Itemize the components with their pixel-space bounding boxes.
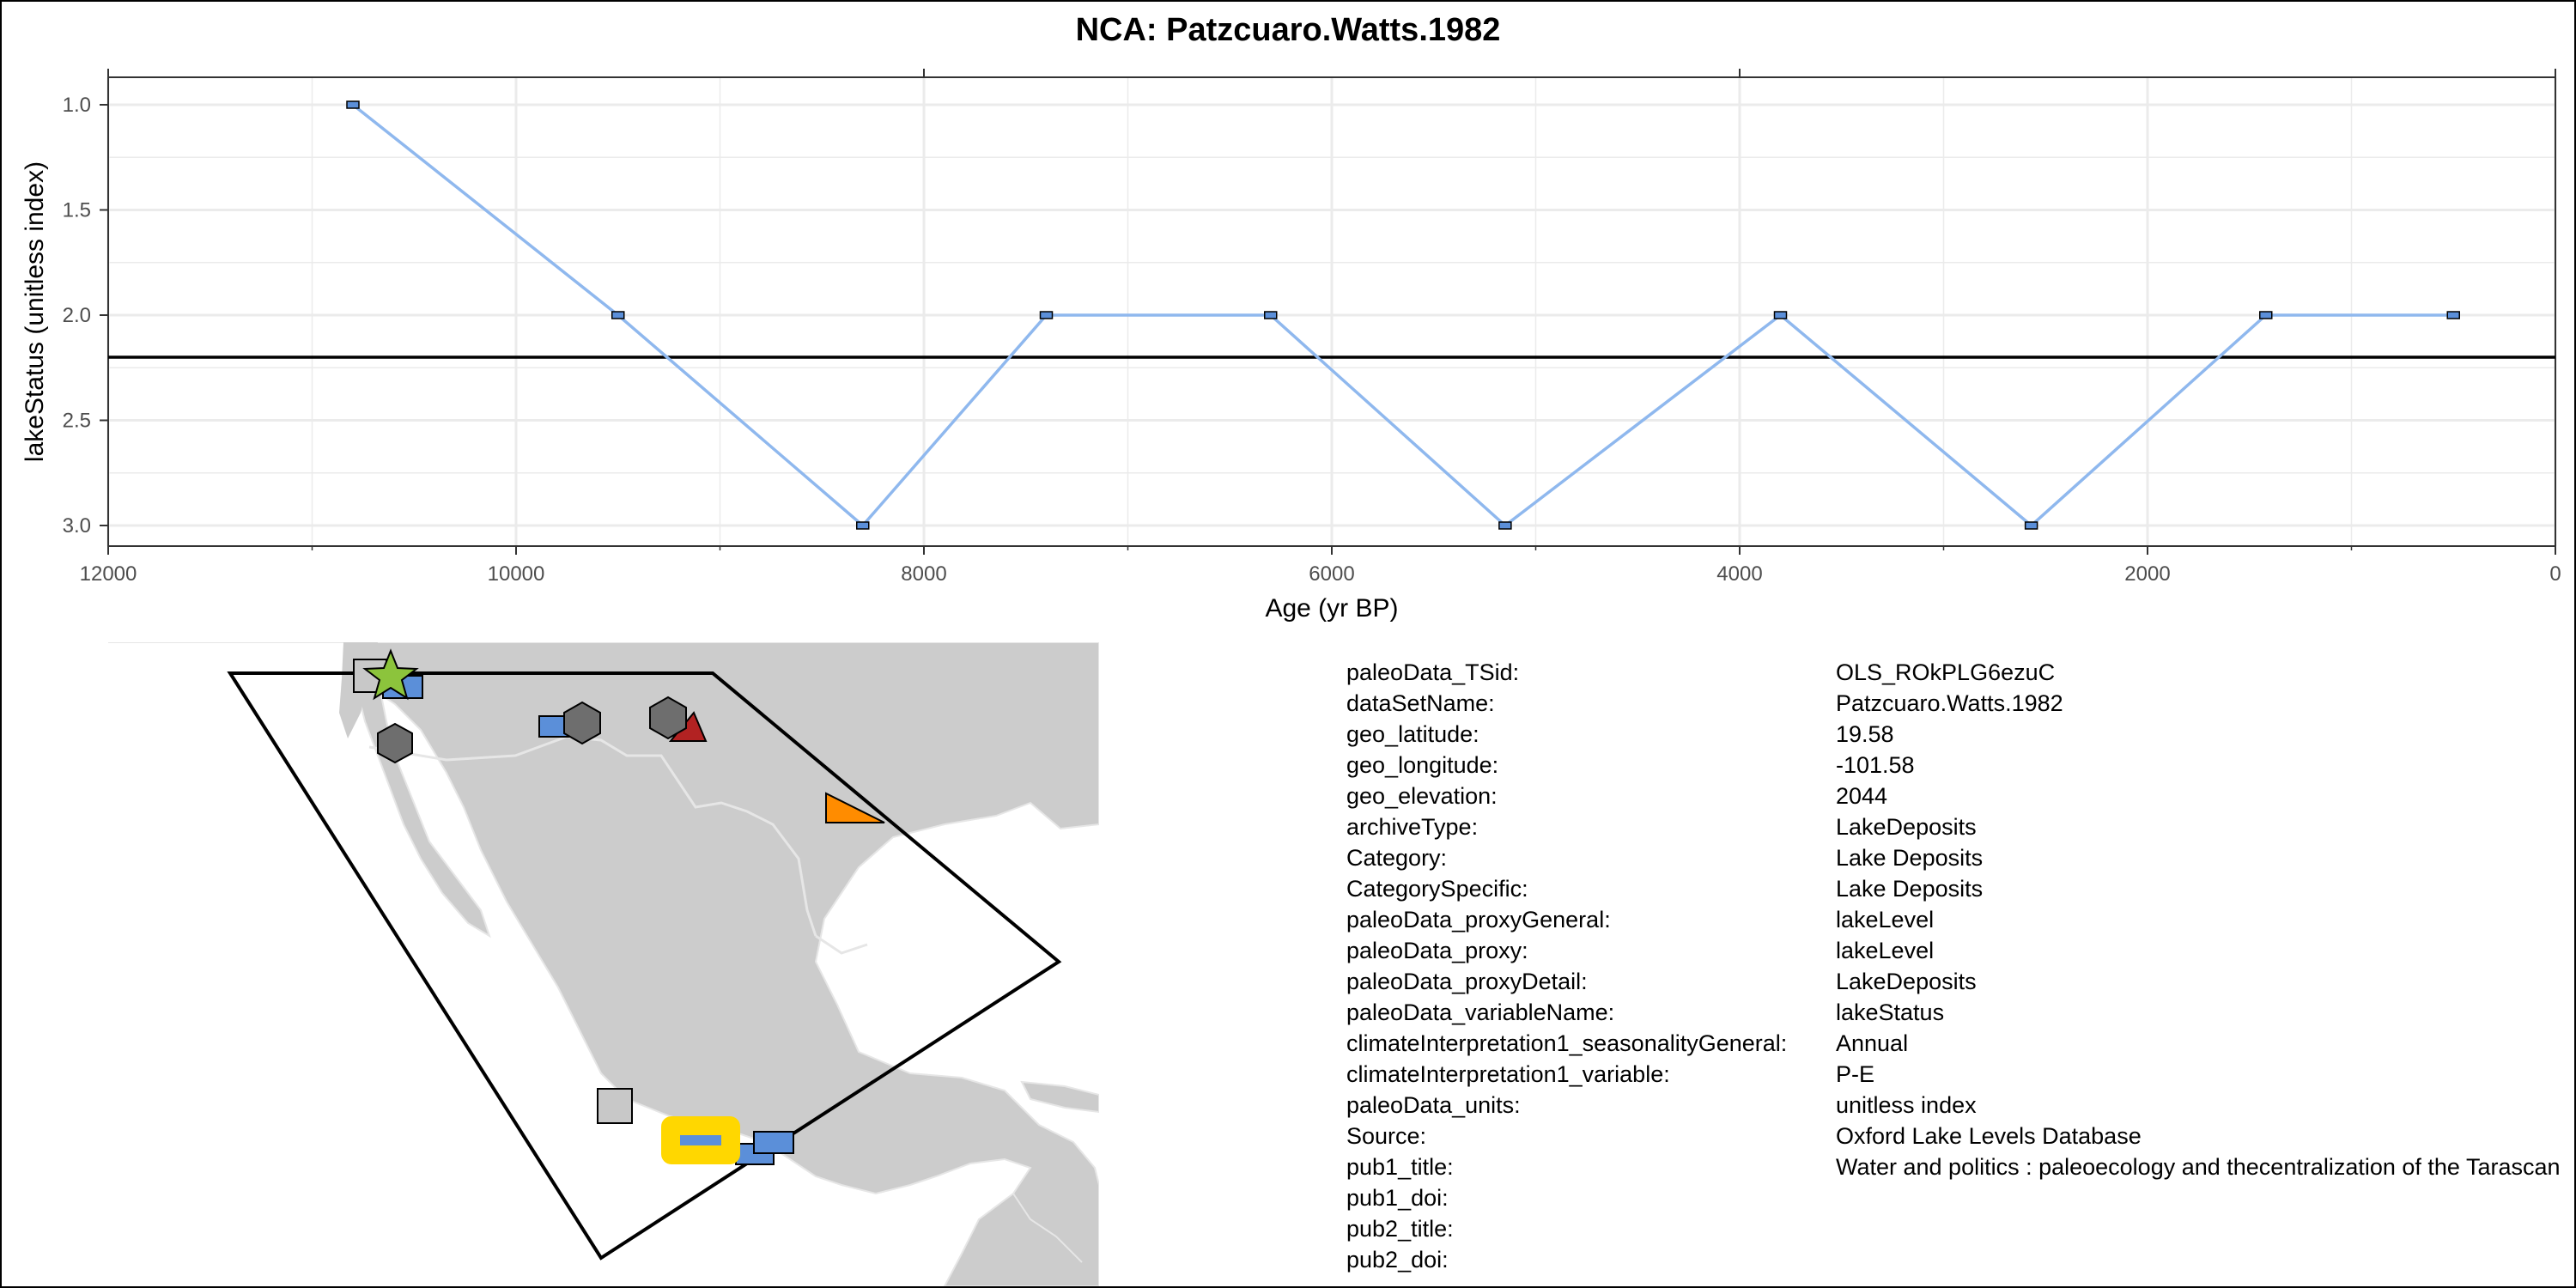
metadata-key: climateInterpretation1_variable:: [1346, 1061, 1670, 1087]
x-axis-label: Age (yr BP): [1265, 594, 1398, 623]
y-tick-label: 1.5: [63, 199, 91, 222]
metadata-value: lakeStatus: [1836, 999, 1945, 1025]
metadata-key: paleoData_variableName:: [1346, 999, 1615, 1025]
chart-ticks: 12000 10000 8000 6000 4000 2000 0 1.0 1.5 2.0 2.5 3…: [63, 69, 2561, 586]
site-marker-hexagon-1: [377, 722, 413, 764]
site-map: [108, 642, 1099, 1286]
data-point: [1773, 311, 1788, 319]
site-marker-triangle-orange: [825, 792, 885, 823]
metadata-key: dataSetName:: [1346, 690, 1495, 716]
data-point: [611, 311, 625, 319]
metadata-value: Lake Deposits: [1836, 845, 1984, 871]
chart-title: NCA: Patzcuaro.Watts.1982: [1075, 12, 1501, 48]
metadata-key: archiveType:: [1346, 814, 1479, 840]
site-marker-star-1: [362, 648, 419, 701]
metadata-value: P-E: [1836, 1061, 1875, 1087]
site-marker-rect-4: [753, 1131, 794, 1154]
metadata-value: Water and politics : paleoecology and th…: [1836, 1154, 2561, 1180]
metadata-key: climateInterpretation1_seasonalityGenera…: [1346, 1030, 1788, 1056]
y-tick-label: 2.5: [63, 410, 91, 433]
x-tick-label: 2000: [2124, 562, 2170, 586]
metadata-key: paleoData_proxyGeneral:: [1346, 907, 1611, 933]
metadata-key: paleoData_proxy:: [1346, 938, 1528, 963]
map-land-mainland: [108, 642, 1099, 1286]
x-tick-label: 10000: [488, 562, 545, 586]
metadata-key: paleoData_units:: [1346, 1092, 1521, 1118]
study-region-outline: [227, 671, 1062, 1261]
metadata-key: pub2_doi:: [1346, 1247, 1449, 1273]
metadata-value: Lake Deposits: [1836, 876, 1984, 902]
metadata-value: -101.58: [1836, 752, 1915, 778]
data-point: [2024, 521, 2038, 530]
metadata-key: geo_elevation:: [1346, 783, 1498, 809]
site-marker-hexagon-3: [649, 696, 687, 740]
site-marker-hexagon-2: [563, 701, 601, 745]
metadata-value: OLS_ROkPLG6ezuC: [1836, 659, 2056, 685]
series-line: [351, 103, 2454, 528]
metadata-key: Source:: [1346, 1123, 1427, 1149]
metadata-key: CategorySpecific:: [1346, 876, 1528, 902]
data-point: [856, 521, 870, 530]
metadata-value: LakeDeposits: [1836, 969, 1977, 994]
metadata-key: pub2_title:: [1346, 1216, 1454, 1242]
site-marker-square-2: [597, 1088, 633, 1124]
metadata-key: pub1_title:: [1346, 1154, 1454, 1180]
metadata-value: LakeDeposits: [1836, 814, 1977, 840]
map-land-island: [1020, 1080, 1099, 1114]
data-point: [2446, 311, 2460, 319]
metadata-panel: paleoData_TSid: OLS_ROkPLG6ezuC dataSetNam…: [1346, 659, 2569, 1286]
metadata-value: Annual: [1836, 1030, 1909, 1056]
x-tick-label: 12000: [80, 562, 137, 586]
map-border-usmex: [368, 735, 817, 937]
metadata-key: paleoData_proxyDetail:: [1346, 969, 1588, 994]
metadata-value: unitless index: [1836, 1092, 1977, 1118]
metadata-value: 2044: [1836, 783, 1888, 809]
metadata-key: Category:: [1346, 845, 1448, 871]
metadata-key: geo_latitude:: [1346, 721, 1479, 747]
series-layer: [346, 100, 2460, 530]
metadata-value: Patzcuaro.Watts.1982: [1836, 690, 2063, 716]
y-tick-label: 3.0: [63, 514, 91, 538]
metadata-key: geo_longitude:: [1346, 752, 1499, 778]
metadata-key: paleoData_TSid:: [1346, 659, 1520, 685]
data-point: [1039, 311, 1054, 319]
metadata-value: lakeLevel: [1836, 938, 1935, 963]
y-axis-label: lakeStatus (unitless index): [21, 161, 49, 462]
metadata-value: Oxford Lake Levels Database: [1836, 1123, 2142, 1149]
x-tick-label: 0: [2549, 562, 2561, 586]
data-point: [1498, 521, 1512, 530]
data-point: [346, 100, 360, 109]
data-point: [1264, 311, 1278, 319]
metadata-value: lakeLevel: [1836, 907, 1935, 933]
metadata-value: 19.58: [1836, 721, 1894, 747]
x-tick-label: 6000: [1309, 562, 1354, 586]
map-border-central-america: [1012, 1193, 1083, 1263]
map-border-coast-gulf: [815, 934, 868, 955]
y-tick-label: 2.0: [63, 304, 91, 327]
data-point: [2259, 311, 2273, 319]
x-tick-label: 8000: [901, 562, 946, 586]
x-tick-label: 4000: [1716, 562, 1762, 586]
metadata-key: pub1_doi:: [1346, 1185, 1449, 1211]
lake-status-chart: 12000 10000 8000 6000 4000 2000 0 1.0 1.5 2.0 2.5 3…: [21, 69, 2561, 623]
current-site-marker: [680, 1135, 721, 1145]
y-tick-label: 1.0: [63, 94, 91, 117]
